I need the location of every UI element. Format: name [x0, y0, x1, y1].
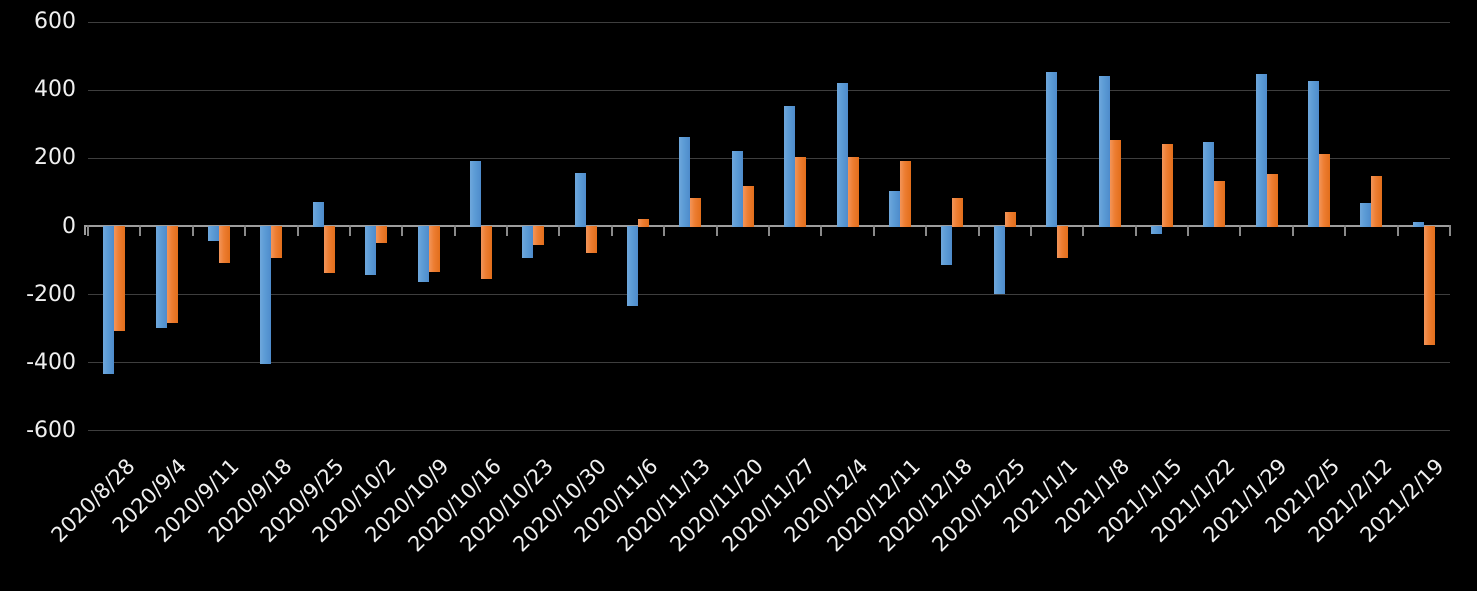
orange-series-bar: [1319, 154, 1331, 228]
orange-series-bar: [376, 225, 388, 243]
blue-series-bar: [365, 225, 377, 276]
orange-series-bar: [585, 225, 597, 254]
orange-series-bar: [1371, 176, 1383, 228]
blue-series-bar: [103, 225, 115, 374]
y-gridline: [88, 430, 1450, 432]
blue-series-bar: [679, 136, 691, 228]
blue-series-bar: [941, 225, 953, 265]
x-axis-tick: [506, 225, 509, 236]
x-axis-tick: [610, 225, 613, 236]
y-axis-label: 0: [62, 213, 76, 239]
orange-series-bar: [1057, 225, 1069, 259]
orange-series-bar: [638, 218, 650, 228]
blue-series-bar: [888, 191, 900, 228]
blue-series-bar: [155, 225, 167, 328]
blue-series-bar: [731, 150, 743, 228]
blue-series-bar: [993, 225, 1005, 294]
orange-series-bar: [952, 198, 964, 228]
blue-series-bar: [1412, 222, 1424, 228]
orange-series-bar: [1004, 211, 1016, 228]
y-axis-label: -600: [26, 417, 76, 443]
orange-series-bar: [480, 225, 492, 279]
orange-series-bar: [742, 186, 754, 228]
y-gridline: [88, 362, 1450, 364]
x-axis-tick: [191, 225, 194, 236]
orange-series-bar: [1266, 174, 1278, 228]
orange-series-bar: [114, 225, 126, 332]
x-axis-tick: [820, 225, 823, 236]
blue-series-bar: [574, 172, 586, 228]
y-axis-zero-tick: [84, 225, 86, 235]
blue-series-bar: [1046, 72, 1058, 228]
x-axis-tick: [925, 225, 928, 236]
x-axis-tick: [1239, 225, 1242, 236]
x-axis-tick: [872, 225, 875, 236]
x-axis-tick: [87, 225, 89, 236]
blue-series-bar: [1360, 203, 1372, 228]
y-axis-label: -400: [26, 349, 76, 375]
y-axis-label: -200: [26, 281, 76, 307]
y-axis-label: 600: [34, 9, 76, 35]
x-axis-tick: [139, 225, 142, 236]
x-axis-tick: [558, 225, 561, 236]
blue-series-bar: [1203, 142, 1215, 228]
y-axis-label: 200: [34, 145, 76, 171]
orange-series-bar: [166, 225, 178, 323]
x-axis-tick: [1344, 225, 1347, 236]
x-axis-tick: [768, 225, 770, 236]
blue-series-bar: [1308, 80, 1320, 228]
orange-series-bar: [1109, 140, 1121, 228]
x-axis-tick: [401, 225, 404, 236]
x-axis-tick: [1396, 225, 1399, 236]
blue-series-bar: [207, 225, 219, 242]
blue-series-bar: [312, 201, 324, 228]
x-axis-tick: [296, 225, 299, 236]
blue-series-bar: [260, 225, 272, 364]
y-gridline: [88, 157, 1450, 159]
blue-series-bar: [469, 160, 481, 228]
orange-series-bar: [1214, 181, 1226, 228]
orange-series-bar: [323, 225, 335, 274]
x-axis-tick: [1134, 225, 1137, 236]
orange-series-bar: [428, 225, 440, 272]
orange-series-bar: [533, 225, 545, 245]
x-axis-tick: [1029, 225, 1032, 236]
y-gridline: [88, 89, 1450, 91]
x-axis-tick: [244, 225, 247, 236]
y-axis-label: 400: [34, 77, 76, 103]
x-axis-tick: [977, 225, 980, 236]
blue-series-bar: [522, 225, 534, 259]
blue-series-bar: [836, 82, 848, 228]
x-axis-tick: [1187, 225, 1190, 236]
y-gridline: [88, 21, 1450, 23]
x-axis-tick: [1291, 225, 1294, 236]
blue-series-bar: [1098, 75, 1110, 228]
blue-series-bar: [784, 106, 796, 228]
orange-series-bar: [899, 160, 911, 228]
blue-series-bar: [1150, 225, 1162, 235]
x-axis-tick: [715, 225, 718, 236]
x-axis-line: [84, 225, 1450, 227]
x-axis-tick: [453, 225, 456, 236]
x-axis-tick: [348, 225, 351, 236]
orange-series-bar: [1161, 143, 1173, 228]
orange-series-bar: [271, 225, 283, 259]
x-axis-tick: [1082, 225, 1085, 236]
x-axis-tick: [1449, 225, 1451, 236]
y-gridline: [88, 294, 1450, 296]
orange-series-bar: [795, 157, 807, 228]
orange-series-bar: [218, 225, 230, 264]
orange-series-bar: [1423, 225, 1435, 345]
orange-series-bar: [847, 157, 859, 228]
blue-series-bar: [417, 225, 429, 282]
blue-series-bar: [1255, 74, 1267, 228]
x-axis-tick: [663, 225, 666, 236]
blue-series-bar: [627, 225, 639, 306]
orange-series-bar: [690, 198, 702, 228]
